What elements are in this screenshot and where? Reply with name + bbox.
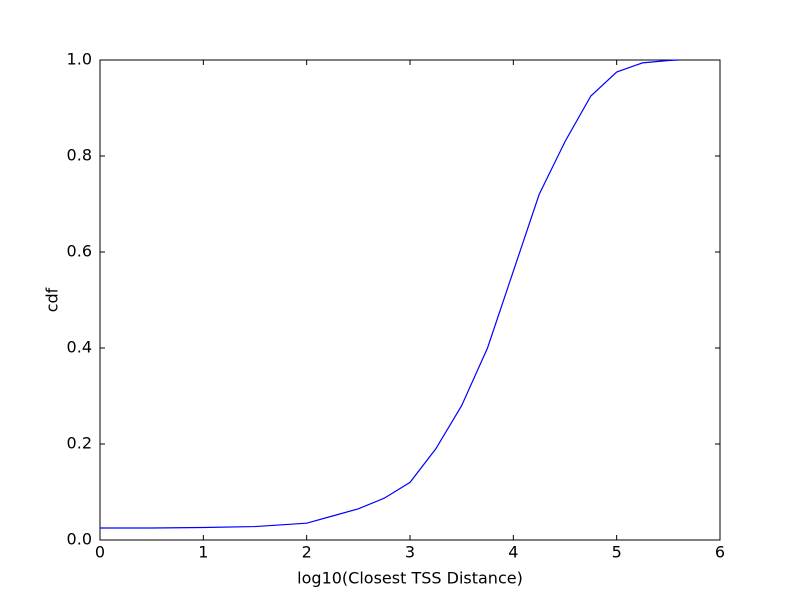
- plot-frame: [99, 59, 721, 541]
- y-tick-label: 0.0: [67, 530, 92, 549]
- x-tick-label: 0: [95, 543, 105, 562]
- y-tick-label: 0.8: [67, 146, 92, 165]
- x-tick-label: 5: [612, 543, 622, 562]
- x-tick-label: 6: [715, 543, 725, 562]
- x-tick-label: 1: [198, 543, 208, 562]
- x-tick-label: 2: [302, 543, 312, 562]
- x-tick-label: 3: [405, 543, 415, 562]
- data-line: [100, 59, 679, 529]
- x-tick-label: 4: [508, 543, 518, 562]
- y-tick-label: 0.2: [67, 434, 92, 453]
- y-tick-label: 1.0: [67, 50, 92, 69]
- x-axis-label: log10(Closest TSS Distance): [297, 569, 523, 588]
- y-tick-label: 0.6: [67, 242, 92, 261]
- y-axis-label: cdf: [43, 287, 62, 312]
- y-tick-label: 0.4: [67, 338, 92, 357]
